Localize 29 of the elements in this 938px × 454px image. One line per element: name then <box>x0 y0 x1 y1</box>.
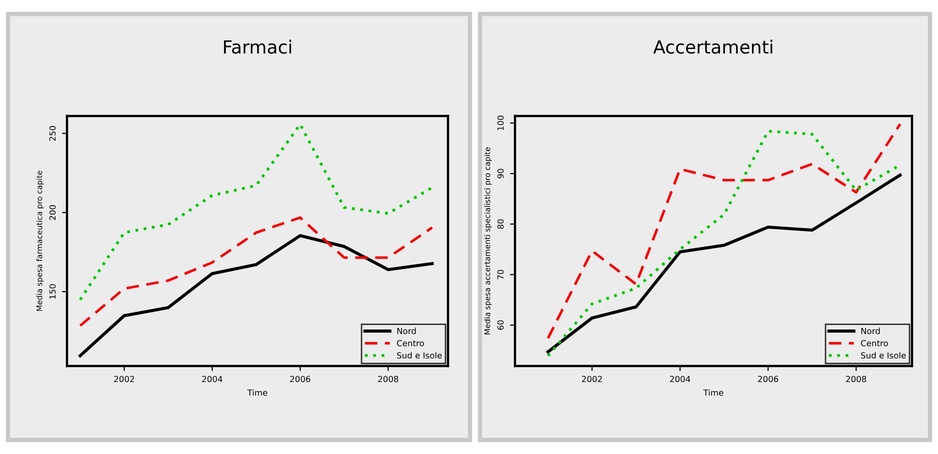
chart-title: Accertamenti <box>653 40 772 54</box>
x-axis-title: Time <box>247 389 268 396</box>
line-series <box>78 122 434 302</box>
x-tick-label: 2002 <box>114 376 134 382</box>
x-axis-title: Time <box>703 389 724 396</box>
y-tick-label: 90 <box>497 168 504 178</box>
x-tick-label: 2006 <box>290 376 310 382</box>
legend-label: Nord <box>861 328 880 334</box>
x-tick-label: 2002 <box>582 376 602 382</box>
x-tick-label: 2008 <box>846 376 866 382</box>
chart-title: Farmaci <box>224 40 292 54</box>
legend-label: Centro <box>397 340 424 346</box>
x-tick-label: 2004 <box>670 376 690 382</box>
line-series <box>546 174 902 354</box>
legend-label: Sud e Isole <box>397 352 442 359</box>
legend-label: Sud e Isole <box>861 352 906 359</box>
legend-label: Nord <box>397 328 416 334</box>
y-tick-label: 200 <box>49 205 56 220</box>
y-tick-label: 60 <box>497 320 504 330</box>
x-tick-label: 2004 <box>202 376 222 382</box>
x-tick-label: 2006 <box>758 376 778 382</box>
y-tick-label: 150 <box>49 284 56 299</box>
y-tick-label: 100 <box>497 116 504 130</box>
legend-label: Centro <box>861 340 888 346</box>
y-tick-label: 70 <box>497 270 504 280</box>
x-tick-label: 2008 <box>378 376 398 382</box>
y-tick-label: 80 <box>497 219 504 229</box>
line-series <box>78 216 434 327</box>
y-tick-label: 250 <box>49 126 56 141</box>
